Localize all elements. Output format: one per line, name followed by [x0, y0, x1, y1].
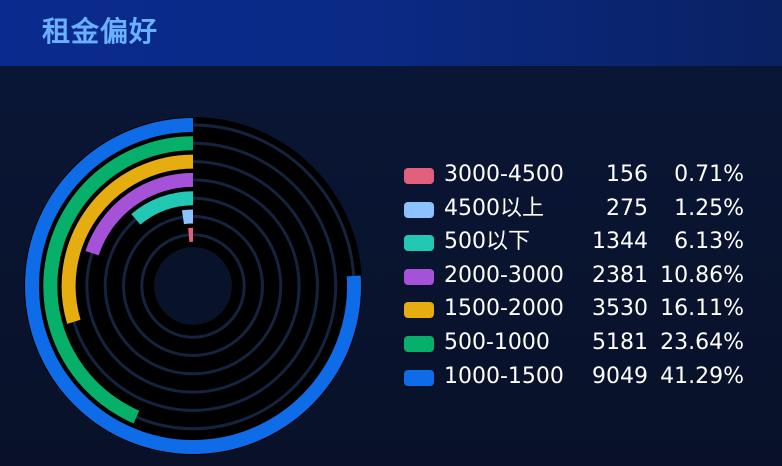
legend-value: 9049 — [592, 363, 648, 389]
legend-swatch — [404, 168, 434, 184]
legend-swatch — [404, 369, 434, 386]
legend-swatch — [404, 235, 434, 252]
legend-item[interactable]: 1000-1500 9049 41.29% — [404, 360, 764, 394]
ring-bar-1000-1500[interactable] — [25, 118, 361, 454]
legend-value: 3530 — [592, 296, 648, 322]
legend-percent: 1.25% — [674, 195, 744, 221]
legend-value: 156 — [606, 162, 648, 187]
legend-label: 1000-1500 — [444, 363, 564, 389]
legend-percent: 0.71% — [674, 162, 744, 187]
legend: 3000-4500 156 0.71% 4500以上 275 1.25% 500以下 1344… — [404, 158, 764, 393]
legend-value: 2381 — [592, 262, 648, 288]
ring-group — [24, 117, 362, 455]
legend-percent: 23.64% — [660, 329, 744, 355]
ring-bar-2000-3000[interactable] — [85, 172, 194, 256]
ring-bar-1500-2000[interactable] — [61, 154, 194, 324]
legend-item[interactable]: 500-1000 5181 23.64% — [404, 326, 764, 360]
legend-item[interactable]: 1500-2000 3530 16.11% — [404, 292, 764, 326]
legend-value: 5181 — [592, 329, 648, 355]
legend-swatch — [404, 268, 434, 285]
legend-value: 1344 — [592, 229, 648, 255]
legend-swatch — [404, 302, 434, 319]
legend-label: 4500以上 — [444, 195, 544, 221]
legend-label: 500以下 — [444, 229, 530, 255]
legend-label: 500-1000 — [444, 329, 550, 355]
legend-item[interactable]: 3000-4500 156 0.71% — [404, 158, 764, 192]
legend-percent: 41.29% — [660, 363, 744, 389]
legend-swatch — [404, 335, 434, 352]
legend-swatch — [404, 201, 434, 218]
legend-item[interactable]: 2000-3000 2381 10.86% — [404, 259, 764, 293]
header-bar: 租金偏好 — [0, 0, 782, 66]
legend-percent: 16.11% — [660, 296, 744, 322]
ring-bar-500以下[interactable] — [131, 191, 194, 225]
legend-percent: 6.13% — [674, 229, 744, 255]
legend-value: 275 — [606, 195, 648, 221]
legend-percent: 10.86% — [660, 262, 744, 288]
page-title: 租金偏好 — [42, 15, 159, 48]
legend-item[interactable]: 500以下 1344 6.13% — [404, 225, 764, 259]
legend-label: 3000-4500 — [444, 162, 564, 187]
chart-center-hole — [154, 247, 232, 325]
legend-item[interactable]: 4500以上 275 1.25% — [404, 192, 764, 226]
legend-label: 1500-2000 — [444, 296, 564, 322]
ring-bar-4500以上[interactable] — [181, 209, 194, 225]
ring-bar-500-1000[interactable] — [43, 136, 194, 424]
legend-label: 2000-3000 — [444, 262, 564, 288]
